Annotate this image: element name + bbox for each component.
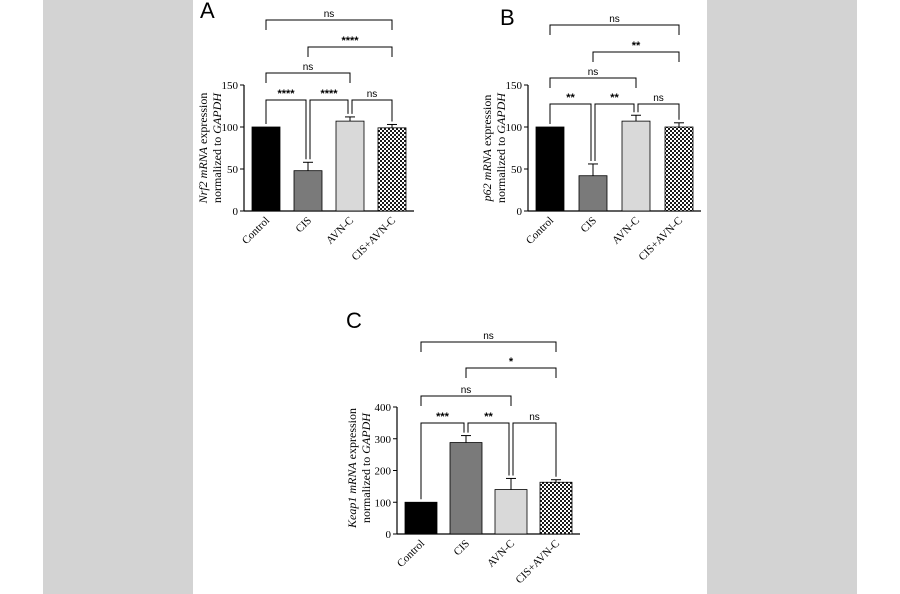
significance-label: ns xyxy=(303,62,314,73)
y-tick-label: 150 xyxy=(506,80,523,92)
y-tick-label: 0 xyxy=(517,206,523,218)
x-category-label: CIS+AVN-C xyxy=(350,215,399,264)
significance-label: ns xyxy=(588,67,599,78)
x-category-label: Control xyxy=(524,215,556,247)
panel-letter: C xyxy=(346,308,362,333)
significance-label: ** xyxy=(484,411,493,423)
bar-cis-avn-c xyxy=(664,126,694,212)
significance-label: ** xyxy=(566,92,575,104)
bar-cis xyxy=(449,442,483,535)
significance-label: **** xyxy=(341,35,359,47)
y-tick-label: 200 xyxy=(375,466,392,478)
significance-label: ** xyxy=(610,92,619,104)
significance-bracket xyxy=(420,422,465,500)
y-tick-label: 100 xyxy=(506,122,523,134)
significance-bracket xyxy=(351,99,393,122)
y-tick-label: 50 xyxy=(227,164,239,176)
significance-bracket xyxy=(594,103,635,161)
y-tick-label: 300 xyxy=(375,434,392,446)
x-category-label: CIS xyxy=(294,215,315,236)
y-axis-label: p62 mRNA expressionnormalized to GAPDH xyxy=(480,92,508,203)
significance-bracket xyxy=(592,51,680,62)
panel-letter: A xyxy=(200,0,215,23)
y-tick-label: 100 xyxy=(222,122,239,134)
y-tick-label: 0 xyxy=(386,529,392,541)
significance-label: ns xyxy=(483,331,494,342)
right-gray-margin xyxy=(707,0,857,594)
bar-cis xyxy=(293,170,323,212)
x-category-label: Control xyxy=(395,538,427,570)
y-tick-label: 0 xyxy=(233,206,239,218)
bar-avn-c xyxy=(494,489,528,535)
x-category-label: AVN-C xyxy=(324,215,356,247)
y-tick-label: 50 xyxy=(511,164,523,176)
significance-label: ns xyxy=(367,89,378,100)
y-tick-label: 100 xyxy=(375,497,392,509)
significance-label: ** xyxy=(632,40,641,52)
x-category-label: CIS+AVN-C xyxy=(514,538,563,587)
bar-avn-c xyxy=(335,120,365,212)
significance-bracket xyxy=(307,46,393,57)
panel-letter: B xyxy=(500,5,515,30)
significance-bracket xyxy=(512,422,557,477)
significance-bracket xyxy=(637,103,680,120)
significance-bracket xyxy=(467,422,510,476)
significance-label: * xyxy=(509,356,514,368)
significance-bracket xyxy=(465,367,557,378)
significance-label: ns xyxy=(529,412,540,423)
bar-cis xyxy=(578,175,608,212)
x-category-label: Control xyxy=(240,215,272,247)
significance-bracket xyxy=(265,19,393,30)
y-axis-label: Keap1 mRNA expressionnormalized to GAPDH xyxy=(345,408,373,529)
left-gray-margin xyxy=(43,0,193,594)
y-tick-label: 150 xyxy=(222,80,239,92)
x-category-label: AVN-C xyxy=(610,215,642,247)
significance-bracket xyxy=(549,24,680,35)
significance-bracket xyxy=(549,103,592,161)
significance-bracket xyxy=(309,99,349,160)
significance-bracket xyxy=(549,77,637,88)
significance-bracket xyxy=(420,395,512,406)
bar-control xyxy=(404,501,438,535)
significance-label: *** xyxy=(436,411,450,423)
x-category-label: CIS xyxy=(579,215,600,236)
significance-label: ns xyxy=(653,93,664,104)
significance-label: ns xyxy=(609,14,620,25)
bar-control xyxy=(535,126,565,212)
y-tick-label: 400 xyxy=(375,402,392,414)
x-category-label: AVN-C xyxy=(485,538,517,570)
significance-label: **** xyxy=(320,88,338,100)
significance-bracket xyxy=(265,72,351,83)
x-category-label: CIS xyxy=(452,538,473,559)
bar-control xyxy=(251,126,281,212)
bar-cis-avn-c xyxy=(377,127,407,212)
significance-label: **** xyxy=(277,88,295,100)
significance-label: ns xyxy=(324,9,335,20)
bar-cis-avn-c xyxy=(539,481,573,535)
significance-label: ns xyxy=(461,385,472,396)
x-category-label: CIS+AVN-C xyxy=(637,215,686,264)
y-axis-label: Nrf2 mRNA expressionnormalized to GAPDH xyxy=(196,92,224,205)
significance-bracket xyxy=(265,99,307,160)
significance-bracket xyxy=(420,341,557,352)
bar-avn-c xyxy=(621,120,651,212)
